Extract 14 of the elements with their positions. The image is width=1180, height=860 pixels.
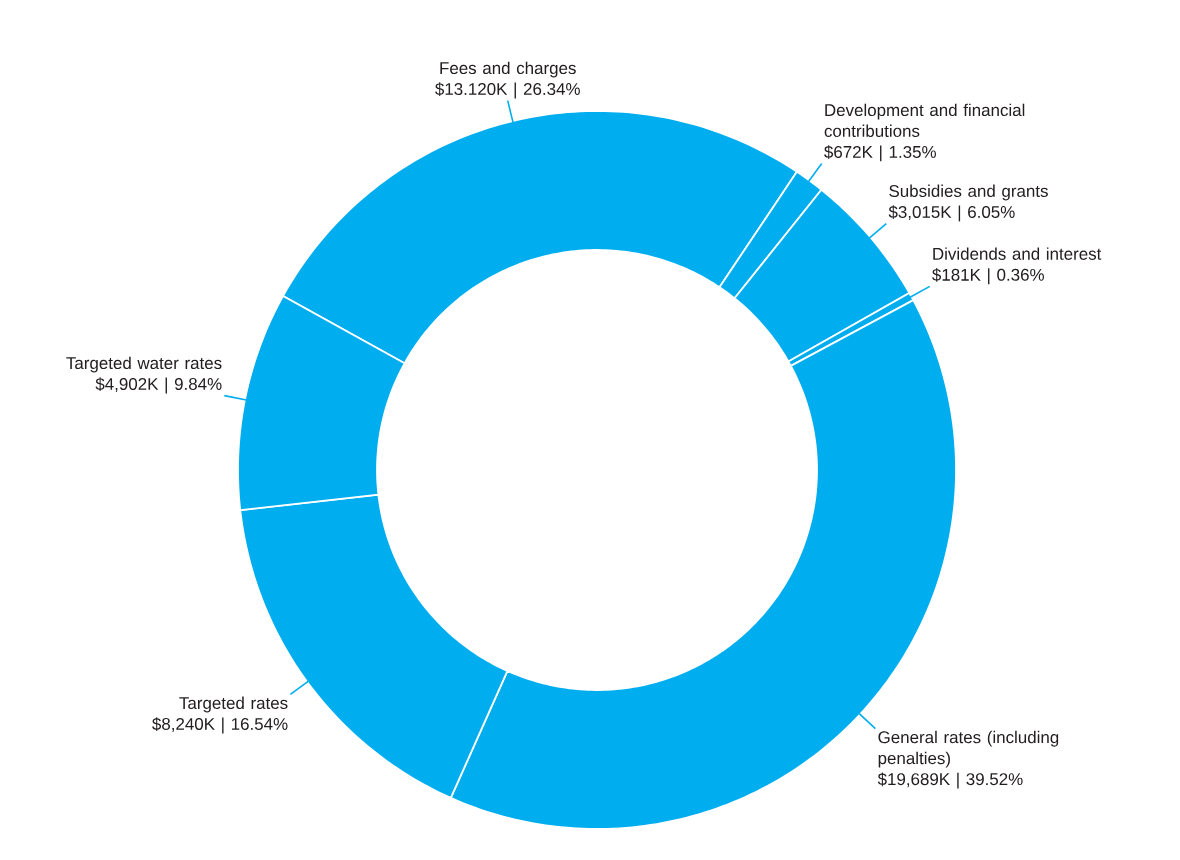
data-label: $181K | 0.36%: [932, 268, 1044, 285]
data-label: $13.120K | 26.34%: [435, 82, 580, 99]
data-label: $8,240K | 16.54%: [152, 717, 288, 734]
slice-label: Targeted rates: [179, 696, 288, 713]
slice-label: Dividends and interest: [933, 247, 1102, 260]
data-label: $4,902K | 9.84%: [95, 377, 222, 394]
data-label: $3,015K | 6.05%: [888, 205, 1015, 222]
slice-label: Fees and charges: [440, 61, 576, 78]
slice-label: Targeted water rates: [66, 356, 222, 373]
slice-label: General rates (including penalties): [878, 730, 1059, 768]
data-label: $672K | 1.35%: [824, 145, 936, 162]
slice-label: Subsidies and grants: [889, 184, 1048, 201]
data-label: $19,689K | 39.52%: [877, 772, 1023, 789]
slice-label: Development and financial contributions: [824, 103, 1025, 138]
